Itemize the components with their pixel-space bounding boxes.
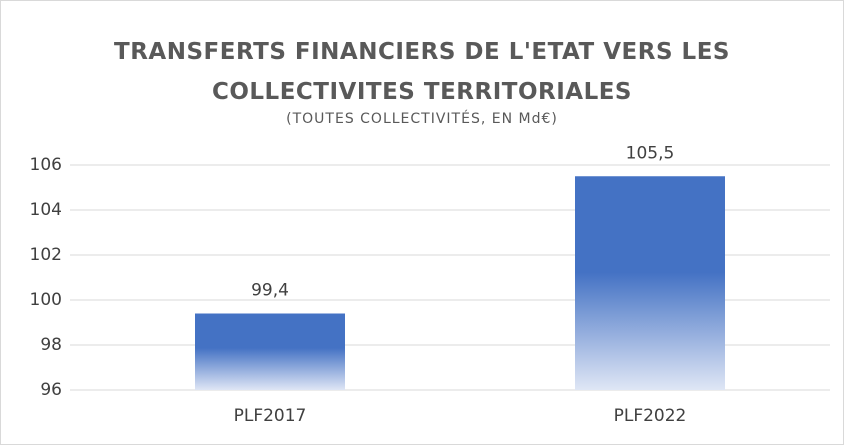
y-tick-label: 106 xyxy=(30,155,62,175)
value-label: 99,4 xyxy=(251,281,289,301)
y-tick-label: 96 xyxy=(40,380,62,400)
y-tick-label: 102 xyxy=(30,245,62,265)
bar xyxy=(195,313,345,390)
y-tick-label: 100 xyxy=(30,290,62,310)
chart-title: TRANSFERTS FINANCIERS DE L'ETAT VERS LES… xyxy=(114,39,730,105)
y-tick-label: 104 xyxy=(30,200,62,220)
x-tick-label: PLF2022 xyxy=(614,406,687,426)
value-label: 105,5 xyxy=(626,143,675,163)
bar xyxy=(575,176,725,390)
chart-subtitle: (TOUTES COLLECTIVITÉS, EN Md€) xyxy=(286,111,558,127)
y-tick-label: 98 xyxy=(40,335,62,355)
x-tick-label: PLF2017 xyxy=(234,406,307,426)
